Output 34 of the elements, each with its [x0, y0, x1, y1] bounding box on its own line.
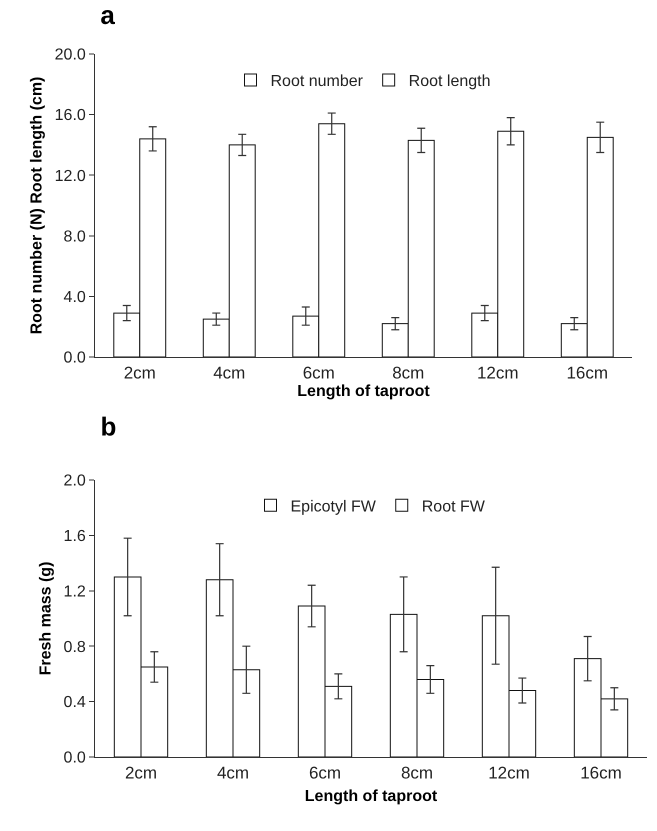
y-tick-label: 1.6: [64, 528, 86, 545]
legend-label: Root FW: [422, 498, 486, 516]
y-tick-label: 16.0: [54, 107, 86, 124]
x-tick-label: 4cm: [213, 363, 246, 382]
x-tick-label: 16cm: [566, 363, 608, 382]
x-tick-label: 8cm: [392, 363, 424, 382]
y-tick-label: 0.4: [64, 694, 86, 712]
y-tick-label: 0.0: [64, 350, 86, 367]
chart-title: b: [100, 411, 116, 442]
legend-label: Root length: [408, 73, 491, 90]
x-tick-label: 8cm: [400, 763, 434, 782]
x-axis-title: Length of taproot: [297, 383, 430, 400]
y-tick-label: 0.0: [64, 750, 86, 767]
x-tick-label: 2cm: [124, 363, 156, 382]
legend-label: Epicotyl FW: [290, 498, 377, 516]
y-axis-title: Fresh mass (g): [37, 562, 54, 676]
y-tick-label: 8.0: [64, 228, 86, 246]
x-tick-label: 4cm: [216, 763, 250, 782]
x-axis-title: Length of taproot: [304, 788, 438, 806]
legend-label: Root number: [270, 73, 364, 90]
chart-title: a: [100, 0, 116, 30]
x-tick-label: 6cm: [302, 363, 335, 382]
y-tick-label: 2.0: [64, 472, 86, 490]
y-tick-label: 12.0: [54, 168, 86, 185]
x-tick-label: 2cm: [124, 763, 158, 782]
x-tick-label: 6cm: [308, 763, 342, 782]
y-tick-label: 4.0: [64, 289, 86, 306]
x-tick-label: 12cm: [476, 363, 519, 382]
y-tick-label: 0.8: [64, 638, 86, 656]
x-tick-label: 12cm: [488, 763, 530, 782]
y-tick-label: 1.2: [64, 583, 86, 600]
x-tick-label: 16cm: [580, 763, 622, 782]
y-tick-label: 20.0: [54, 46, 86, 64]
y-axis-title: Root number (N) Root length (cm): [28, 76, 46, 334]
